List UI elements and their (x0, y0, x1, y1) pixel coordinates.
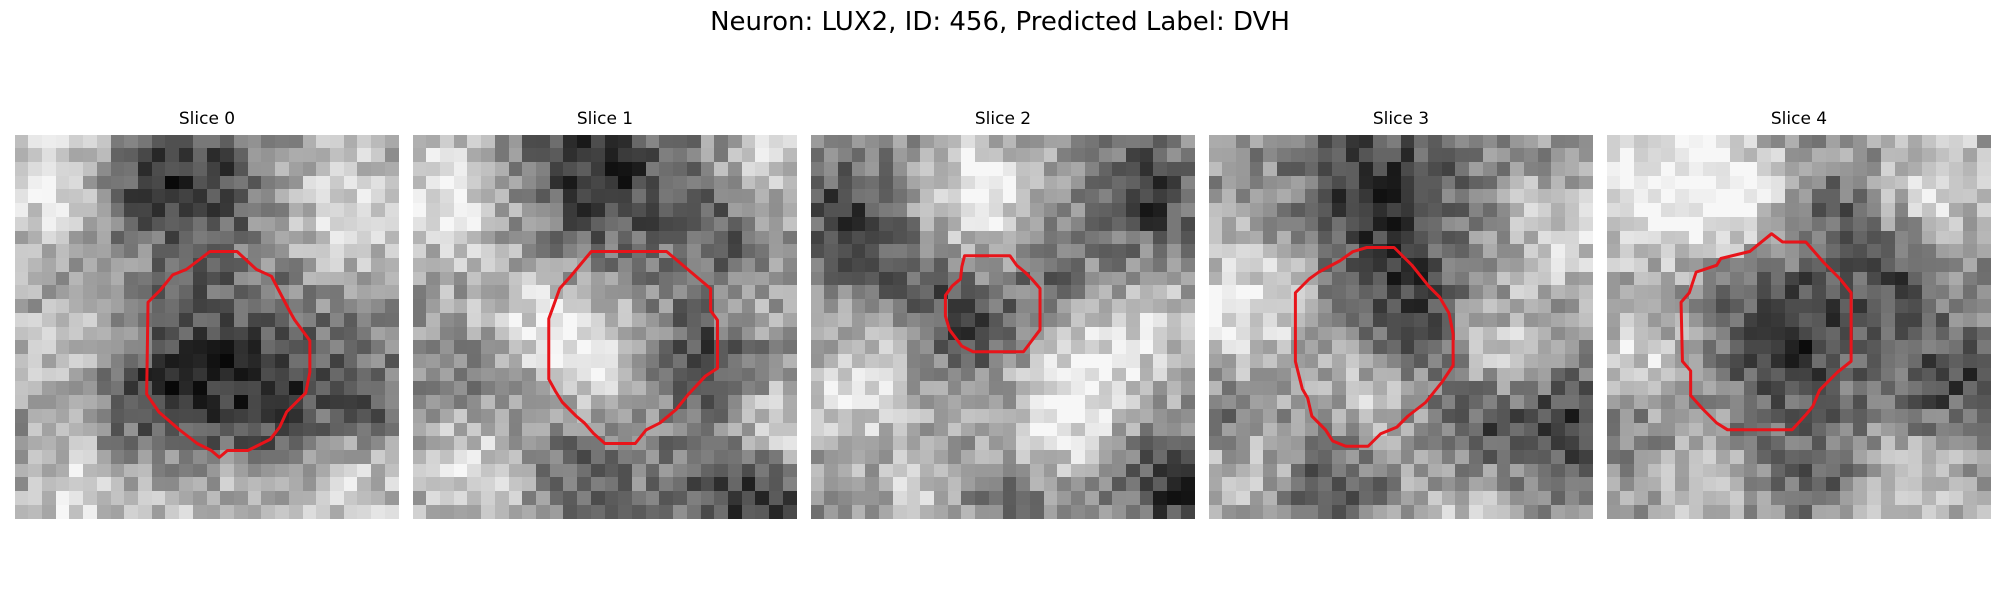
slice-image (1607, 135, 1991, 519)
slice-title: Slice 1 (576, 109, 634, 129)
slice-canvas (15, 135, 399, 519)
slice-image (1209, 135, 1593, 519)
slice-image (811, 135, 1195, 519)
slice-panel-2: Slice 2 (811, 108, 1195, 519)
figure-title: Neuron: LUX2, ID: 456, Predicted Label: … (710, 7, 1290, 37)
slice-panel-3: Slice 3 (1209, 108, 1593, 519)
slice-title: Slice 0 (178, 109, 236, 129)
slice-image (413, 135, 797, 519)
slice-canvas (413, 135, 797, 519)
slice-canvas (1607, 135, 1991, 519)
slice-panel-0: Slice 0 (15, 108, 399, 519)
slice-title: Slice 4 (1770, 109, 1828, 129)
slice-canvas (1209, 135, 1593, 519)
slice-panel-1: Slice 1 (413, 108, 797, 519)
slice-title: Slice 3 (1372, 109, 1430, 129)
slice-title: Slice 2 (974, 109, 1032, 129)
slice-panel-4: Slice 4 (1607, 108, 1991, 519)
slice-image (15, 135, 399, 519)
slice-canvas (811, 135, 1195, 519)
